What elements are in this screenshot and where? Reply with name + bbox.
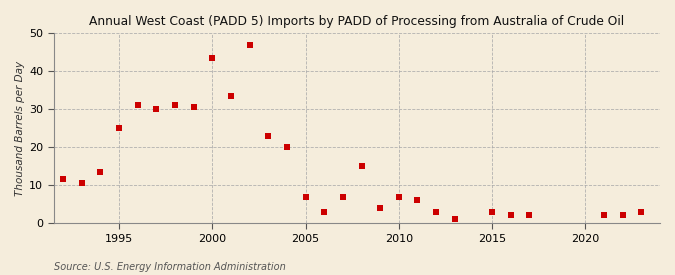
Point: [188, 105, 199, 109]
Point: [431, 210, 441, 214]
Point: [412, 198, 423, 202]
Point: [207, 56, 217, 60]
Point: [132, 103, 143, 108]
Point: [338, 194, 348, 199]
Point: [636, 210, 647, 214]
Point: [356, 164, 367, 168]
Point: [225, 94, 236, 98]
Point: [599, 213, 610, 218]
Point: [151, 107, 162, 111]
Point: [244, 43, 255, 47]
Point: [281, 145, 292, 149]
Point: [113, 126, 124, 130]
Title: Annual West Coast (PADD 5) Imports by PADD of Processing from Australia of Crude: Annual West Coast (PADD 5) Imports by PA…: [89, 15, 624, 28]
Point: [524, 213, 535, 218]
Point: [487, 210, 497, 214]
Point: [76, 181, 87, 185]
Point: [375, 206, 385, 210]
Point: [95, 170, 106, 174]
Point: [618, 213, 628, 218]
Y-axis label: Thousand Barrels per Day: Thousand Barrels per Day: [15, 61, 25, 196]
Point: [319, 210, 329, 214]
Point: [263, 134, 273, 138]
Point: [394, 194, 404, 199]
Point: [169, 103, 180, 108]
Point: [450, 217, 460, 221]
Point: [300, 194, 311, 199]
Point: [506, 213, 516, 218]
Text: Source: U.S. Energy Information Administration: Source: U.S. Energy Information Administ…: [54, 262, 286, 272]
Point: [57, 177, 68, 182]
